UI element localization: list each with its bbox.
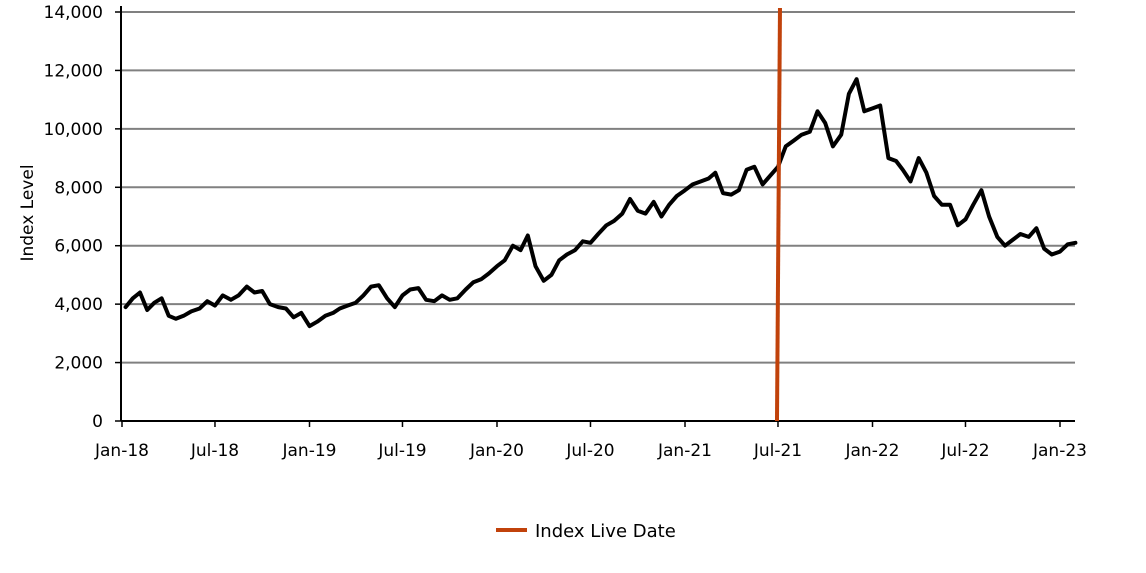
x-tick-label: Jul-21 [753,441,802,461]
x-tick-label: Jan-18 [94,441,149,461]
y-tick-label: 6,000 [54,237,103,257]
y-tick-label: 2,000 [54,354,103,374]
x-axis: Jan-18 Jul-18 Jan-19 Jul-19 Jan-20 Jul-20 Jan-… [94,420,1087,461]
y-axis-title: Index Level [18,164,38,261]
x-tick-label: Jul-18 [190,441,239,461]
x-tick-label: Jan-21 [657,441,712,461]
x-tick-label: Jan-22 [845,441,900,461]
x-tick-label: Jul-20 [565,441,614,461]
live-date-line [774,7,782,422]
live-date-marker-group [774,7,782,422]
x-tick-label: Jan-20 [469,441,524,461]
gridlines [121,11,1075,364]
x-tick-label: Jul-19 [377,441,426,461]
x-tick-label: Jan-23 [1032,441,1087,461]
y-tick-label: 14,000 [44,3,103,23]
y-tick-label: 12,000 [44,61,103,81]
y-tick-label: 0 [92,412,103,432]
y-tick-label: 10,000 [44,120,103,140]
y-tick-label: 8,000 [54,178,103,198]
legend-label-live-date: Index Live Date [535,521,676,542]
y-axis: 0 2,000 4,000 6,000 8,000 10,000 12,000 14,000 [44,3,122,432]
x-tick-label: Jul-22 [940,441,989,461]
legend: Index Live Date [496,521,676,542]
y-tick-label: 4,000 [54,295,103,315]
series-group [123,77,1078,329]
index-level-line [123,77,1078,329]
x-tick-label: Jan-19 [282,441,337,461]
